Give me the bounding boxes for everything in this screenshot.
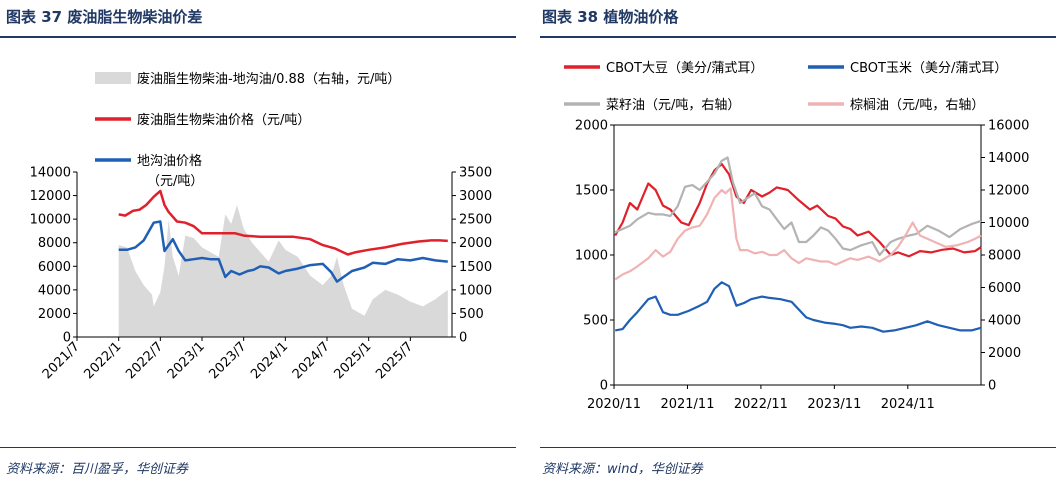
- chart2-y-left-tick-label: 1500: [575, 184, 608, 199]
- chart2-x-tick-label: 2022/11: [734, 397, 788, 412]
- chart1-line-2: [118, 189, 448, 256]
- chart1-legend-swatch: [95, 72, 131, 84]
- chart1-y-right-tick-label: 1000: [459, 283, 492, 298]
- chart2-legend-label: CBOT玉米（美分/蒲式耳）: [850, 61, 1007, 76]
- left-source-note: 资料来源：百川盈孚，华创证券: [6, 462, 189, 477]
- chart1-x-tick-label: 2025/1: [332, 339, 375, 382]
- chart1-x-tick-label: 2023/7: [207, 339, 250, 382]
- chart1-y-right-tick-label: 3500: [459, 166, 492, 181]
- chart1-y-left-tick-label: 14000: [30, 166, 71, 181]
- right-title-rule: [540, 36, 1056, 38]
- chart2-y-right-tick-label: 12000: [988, 184, 1029, 199]
- right-panel-title: 图表 38 植物油价格: [542, 8, 679, 26]
- chart2-y-left-tick-label: 0: [600, 379, 608, 394]
- chart1-y-left-tick-label: 12000: [30, 189, 71, 204]
- chart1-x-tick-label: 2022/7: [123, 339, 166, 382]
- chart1-y-right-tick-label: 3000: [459, 189, 492, 204]
- chart1-y-left-tick-label: 8000: [38, 236, 71, 251]
- chart2-y-right-tick-label: 14000: [988, 151, 1029, 166]
- chart2-x-tick-label: 2023/11: [807, 397, 861, 412]
- chart2-y-left-tick-label: 500: [583, 314, 608, 329]
- chart2-line-4: [614, 187, 982, 281]
- chart1-y-right-tick-label: 0: [459, 331, 467, 346]
- chart2-y-right-tick-label: 0: [988, 379, 996, 394]
- right-source-note: 资料来源：wind，华创证券: [542, 462, 703, 477]
- chart2-line-3: [614, 156, 982, 257]
- chart2-x-tick-label: 2024/11: [881, 397, 935, 412]
- chart1-y-right-tick-label: 2000: [459, 236, 492, 251]
- chart1-x-tick-label: 2022/1: [82, 339, 125, 382]
- chart2-y-right-tick-label: 4000: [988, 314, 1021, 329]
- chart2-y-right-tick-label: 10000: [988, 216, 1029, 231]
- chart2-x-tick-label: 2021/11: [660, 397, 714, 412]
- chart2-y-right-tick-label: 8000: [988, 249, 1021, 264]
- chart1-legend-label: 地沟油价格: [137, 153, 202, 169]
- chart2-x-tick-label: 2020/11: [587, 397, 641, 412]
- chart2-legend-label: CBOT大豆（美分/蒲式耳）: [606, 61, 763, 76]
- chart1-x-tick-label: 2023/1: [165, 339, 208, 382]
- chart2-y-left-tick-label: 2000: [575, 119, 608, 134]
- chart2-y-right-tick-label: 2000: [988, 346, 1021, 361]
- chart2-line-1: [614, 162, 982, 258]
- chart1-x-tick-label: 2024/7: [290, 339, 333, 382]
- chart1-y-left-tick-label: 4000: [38, 283, 71, 298]
- left-source-rule: [0, 447, 516, 448]
- left-panel-title: 图表 37 废油脂生物柴油价差: [6, 8, 203, 26]
- right-source-rule: [540, 447, 1056, 448]
- chart1-line-3: [118, 220, 448, 283]
- chart2-y-left-tick-label: 1000: [575, 249, 608, 264]
- chart1-x-tick-label: 2021/7: [40, 339, 83, 382]
- chart1-y-left-tick-label: 6000: [38, 260, 71, 275]
- chart2-line-2: [615, 281, 982, 333]
- chart1-x-tick-label: 2024/1: [248, 339, 291, 382]
- chart1-legend-label: 废油脂生物柴油价格（元/吨）: [137, 112, 310, 128]
- chart2-legend-label: 棕榈油（元/吨，右轴）: [850, 98, 984, 113]
- chart2-y-right-tick-label: 6000: [988, 281, 1021, 296]
- chart1-y-right-tick-label: 1500: [459, 260, 492, 275]
- chart1-y-left-tick-label: 10000: [30, 213, 71, 228]
- chart2-legend-label: 菜籽油（元/吨，右轴）: [606, 98, 740, 113]
- chart2-plot-frame: [613, 124, 982, 386]
- chart1-y-right-tick-label: 500: [459, 307, 484, 322]
- chart2-y-right-tick-label: 16000: [988, 119, 1029, 134]
- left-title-rule: [0, 36, 516, 38]
- chart1-y-left-tick-label: 0: [63, 331, 71, 346]
- chart1-y-right-tick-label: 2500: [459, 213, 492, 228]
- chart1-legend-label-cont: （元/吨）: [147, 174, 203, 189]
- chart1-x-tick-label: 2025/7: [373, 339, 416, 382]
- chart1-legend-label: 废油脂生物柴油-地沟油/0.88（右轴，元/吨）: [137, 71, 400, 87]
- chart1-y-left-tick-label: 2000: [38, 307, 71, 322]
